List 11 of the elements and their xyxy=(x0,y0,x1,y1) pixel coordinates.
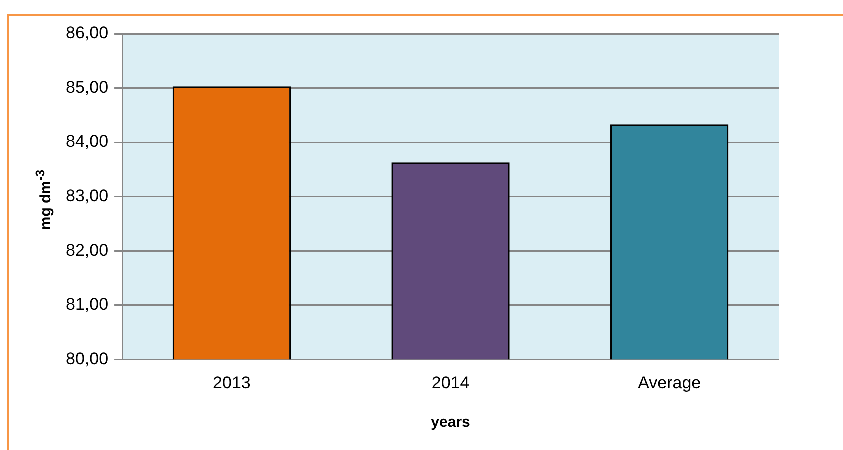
y-tick-label: 84,00 xyxy=(66,132,109,152)
y-tick-label: 81,00 xyxy=(66,295,109,314)
x-tick-label: Average xyxy=(638,373,702,392)
y-tick-label: 83,00 xyxy=(66,186,109,206)
x-tick-label: 2014 xyxy=(432,373,470,392)
y-tick-label: 86,00 xyxy=(66,24,109,43)
x-tick-label: 2013 xyxy=(213,373,251,392)
x-axis-title: years xyxy=(431,414,470,432)
y-tick-label: 82,00 xyxy=(66,240,109,260)
y-tick-label: 85,00 xyxy=(66,78,109,97)
y-tick-label: 80,00 xyxy=(66,349,109,368)
